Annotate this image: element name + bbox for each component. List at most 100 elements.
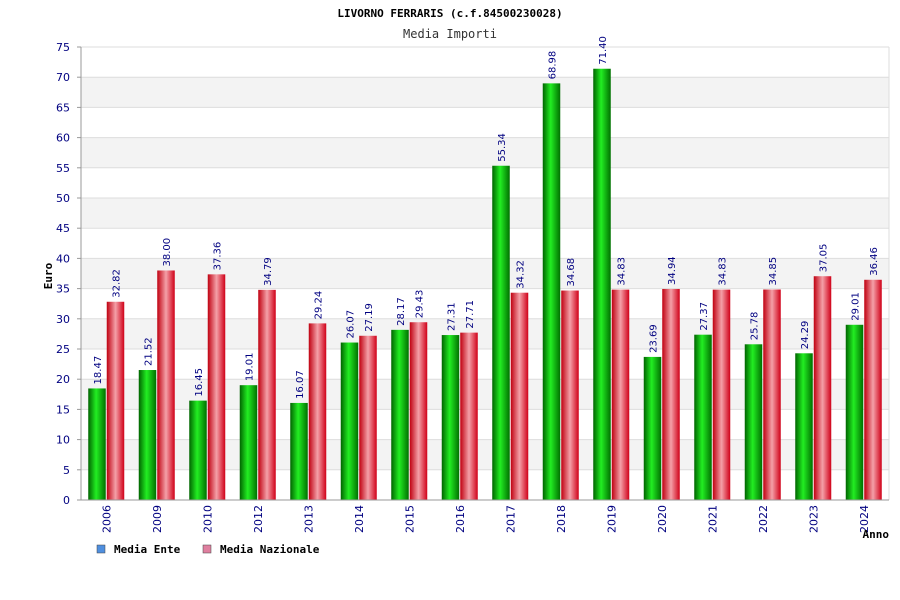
bar-media-ente-2016: [441, 335, 460, 500]
y-tick-label: 50: [56, 192, 70, 205]
x-tick-label: 2023: [807, 505, 820, 533]
x-tick-label: 2018: [555, 505, 568, 533]
value-label: 68.98: [548, 51, 559, 80]
value-label: 19.01: [245, 353, 256, 382]
value-labels: 18.47 32.82 21.52 38.00 16.45 37.36 19.01 34.79…: [93, 36, 880, 399]
value-label: 29.24: [314, 291, 325, 320]
bar-media-ente-2006: [88, 388, 106, 500]
bar-media-ente-2021: [694, 334, 712, 500]
value-label: 23.69: [649, 324, 660, 353]
bar-media-nazionale-2014: [359, 335, 377, 500]
bar-media-nazionale-2016: [460, 332, 478, 500]
bar-media-ente-2010: [189, 400, 207, 500]
bar-media-nazionale-2013: [308, 323, 327, 500]
legend-label-media-ente: Media Ente: [114, 543, 181, 556]
x-tick-label: 2009: [151, 505, 164, 533]
bar-media-nazionale-2023: [813, 276, 832, 500]
y-tick-label: 60: [56, 132, 70, 145]
bars: [88, 68, 882, 500]
value-label: 29.01: [851, 292, 862, 321]
value-label: 37.36: [213, 242, 224, 271]
y-tick-label: 70: [56, 71, 70, 84]
value-label: 16.45: [194, 368, 205, 397]
value-label: 37.05: [819, 244, 830, 273]
bar-media-nazionale-2022: [763, 289, 781, 500]
value-label: 21.52: [144, 337, 155, 366]
x-tick-label: 2021: [706, 505, 719, 533]
bar-media-nazionale-2017: [510, 292, 529, 500]
value-label: 34.79: [263, 257, 274, 286]
y-tick-label: 20: [56, 373, 70, 386]
bar-media-nazionale-2015: [409, 322, 428, 500]
y-tick-label: 55: [56, 162, 70, 175]
value-label: 34.83: [617, 257, 628, 286]
y-tick-label: 35: [56, 283, 70, 296]
value-label: 27.37: [699, 302, 710, 331]
x-axis-label: Anno: [863, 528, 890, 541]
value-label: 24.29: [800, 321, 811, 350]
value-label: 27.71: [465, 300, 476, 329]
grid-band: [81, 77, 889, 108]
x-tick-label: 2022: [757, 505, 770, 533]
y-tick-label: 0: [63, 494, 70, 507]
value-label: 26.07: [346, 310, 357, 339]
legend-swatch-media-ente: [96, 544, 106, 554]
bar-media-nazionale-2021: [712, 289, 731, 500]
y-tick-label: 65: [56, 101, 70, 114]
chart-subtitle: Media Importi: [403, 27, 497, 41]
y-tick-label: 25: [56, 343, 70, 356]
x-tick-label: 2012: [252, 505, 265, 533]
value-label: 18.47: [93, 356, 104, 385]
bar-media-nazionale-2018: [561, 290, 579, 500]
bar-media-ente-2009: [138, 370, 157, 500]
value-label: 27.31: [447, 302, 458, 331]
bar-media-ente-2015: [391, 329, 409, 500]
value-label: 32.82: [112, 269, 123, 298]
value-label: 71.40: [598, 36, 609, 65]
y-tick-label: 15: [56, 403, 70, 416]
x-axis-ticks: 2006 2009 2010 2012 2013 2014 2015 2016 2017 2018…: [100, 505, 871, 533]
x-tick-label: 2010: [201, 505, 214, 533]
value-label: 28.17: [396, 297, 407, 326]
value-label: 55.34: [497, 133, 508, 162]
x-tick-label: 2024: [858, 505, 871, 533]
value-label: 16.07: [295, 370, 306, 399]
bar-media-ente-2014: [340, 342, 359, 500]
bar-media-ente-2013: [290, 402, 308, 500]
bar-media-ente-2023: [795, 353, 813, 500]
bar-media-ente-2018: [542, 83, 561, 500]
value-label: 38.00: [162, 238, 173, 267]
x-tick-label: 2006: [100, 505, 113, 533]
legend-swatch-media-nazionale: [202, 544, 212, 554]
chart-title: LIVORNO FERRARIS (c.f.84500230028): [337, 7, 562, 20]
y-tick-label: 10: [56, 434, 70, 447]
bar-media-nazionale-2009: [157, 270, 175, 500]
x-tick-label: 2015: [403, 505, 416, 533]
value-label: 27.19: [364, 303, 375, 332]
y-tick-label: 40: [56, 252, 70, 265]
legend-label-media-nazionale: Media Nazionale: [220, 543, 320, 556]
bar-media-nazionale-2019: [611, 289, 630, 500]
bar-media-ente-2017: [492, 165, 510, 500]
bar-media-ente-2022: [744, 344, 763, 500]
value-label: 34.68: [566, 258, 577, 287]
y-tick-label: 5: [63, 464, 70, 477]
bar-media-nazionale-2010: [207, 274, 226, 500]
bar-media-nazionale-2024: [864, 279, 882, 500]
value-label: 34.32: [516, 260, 527, 289]
value-label: 29.43: [415, 290, 426, 319]
x-tick-label: 2013: [302, 505, 315, 533]
y-tick-label: 45: [56, 222, 70, 235]
value-label: 34.85: [768, 257, 779, 286]
value-label: 25.78: [750, 312, 761, 341]
value-label: 36.46: [869, 247, 880, 276]
bar-media-ente-2012: [239, 385, 258, 500]
bar-media-ente-2020: [643, 356, 662, 500]
y-axis-label: Euro: [42, 262, 55, 289]
y-tick-label: 30: [56, 313, 70, 326]
y-axis-ticks: 0 5 10 15 20 25 30 35 40 45 50 55 60 65 70 75: [56, 41, 81, 507]
x-tick-label: 2016: [454, 505, 467, 533]
bar-media-nazionale-2020: [662, 288, 680, 500]
grid-band: [81, 137, 889, 168]
